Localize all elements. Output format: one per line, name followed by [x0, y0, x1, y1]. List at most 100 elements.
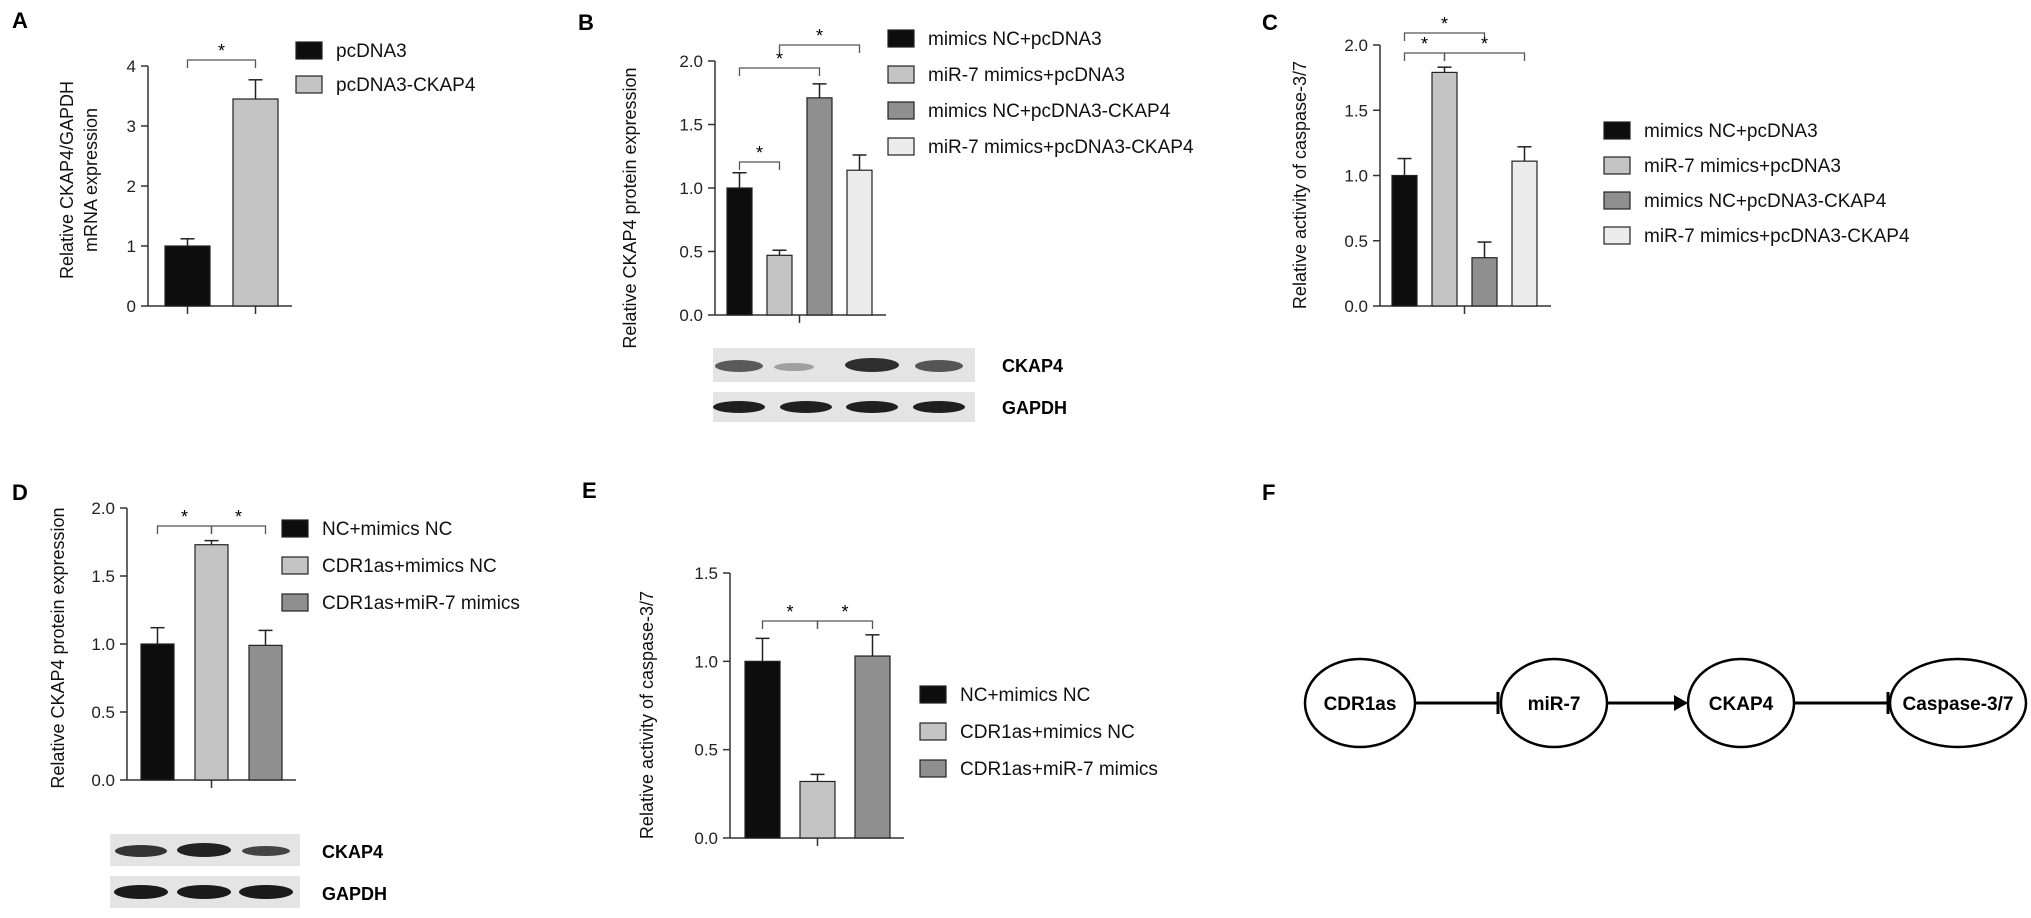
chart-panel-e: 0.0 0.5 1.0 1.5 Relative activity of caspase…	[637, 564, 1158, 848]
significance-label: *	[1421, 34, 1428, 54]
legend-swatch	[1603, 121, 1631, 140]
significance-bracket	[761, 620, 819, 629]
blot-band	[177, 843, 231, 857]
significance-label: *	[218, 41, 225, 61]
legend-label: mimics NC+pcDNA3	[1644, 121, 1818, 142]
y-tick-label: 0.5	[1344, 232, 1368, 251]
y-tick-label: 0.0	[1344, 297, 1368, 316]
legend-label: miR-7 mimics+pcDNA3	[1644, 156, 1841, 177]
significance-label: *	[1481, 34, 1488, 54]
bar	[1431, 71, 1458, 307]
y-axis-label: Relative activity of caspase-3/7	[637, 591, 657, 839]
significance-bracket	[1443, 52, 1526, 61]
legend-swatch	[919, 759, 947, 778]
legend-label: miR-7 mimics+pcDNA3	[928, 65, 1125, 86]
significance-bracket	[1403, 52, 1446, 61]
legend-swatch	[281, 556, 309, 575]
blot-label-ckap4: CKAP4	[322, 842, 383, 862]
legend-label: mimics NC+pcDNA3-CKAP4	[1644, 191, 1887, 212]
y-axis-label: Relative CKAP4 protein expression	[48, 507, 68, 788]
significance-bracket	[816, 620, 874, 629]
bar	[1511, 160, 1538, 307]
legend-label: pcDNA3	[336, 41, 407, 62]
panel-label-a: A	[12, 8, 28, 33]
significance-label: *	[756, 143, 763, 163]
significance-bracket	[186, 59, 257, 68]
y-axis-label: Relative CKAP4/GAPDH mRNA expression	[57, 81, 101, 279]
significance-label: *	[816, 26, 823, 46]
y-tick-label: 0.5	[679, 243, 703, 262]
y-tick-label: 0.0	[694, 829, 718, 848]
bar	[726, 187, 753, 316]
y-tick-label: 0.0	[91, 771, 115, 790]
y-tick-label: 0.5	[694, 741, 718, 760]
significance-label: *	[786, 602, 793, 622]
significance-bracket	[738, 67, 821, 76]
legend-label: CDR1as+miR-7 mimics	[960, 759, 1158, 780]
legend-label: pcDNA3-CKAP4	[336, 75, 476, 96]
y-tick-label: 1.5	[694, 564, 718, 583]
legend-swatch	[887, 29, 915, 48]
chart-panel-a: 0 1 2 3 4 Relative CKAP4/GAPDH mRNA expression…	[57, 41, 476, 316]
blot-band	[239, 885, 293, 899]
y-tick-label: 1.5	[679, 116, 703, 135]
bar	[232, 98, 279, 307]
legend-label: mimics NC+pcDNA3	[928, 29, 1102, 50]
blot-label-gapdh: GAPDH	[1002, 398, 1067, 418]
arrowhead-icon	[1674, 695, 1688, 711]
panel-label-c: C	[1262, 10, 1278, 35]
blot-band	[774, 363, 814, 371]
blot-band	[177, 885, 231, 899]
bar	[140, 643, 175, 781]
western-blot-d: CKAP4 GAPDH	[110, 834, 387, 908]
blot-band	[242, 846, 290, 856]
bar	[164, 245, 211, 307]
legend-label: NC+mimics NC	[960, 685, 1090, 706]
panel-label-b: B	[578, 10, 594, 35]
panel-label-f: F	[1262, 480, 1275, 505]
node-cdr1as-label: CDR1as	[1324, 694, 1397, 715]
legend-swatch	[1603, 191, 1631, 210]
legend-swatch	[1603, 226, 1631, 245]
bar	[744, 660, 781, 839]
bar	[854, 655, 891, 839]
blot-band	[780, 401, 832, 413]
bar	[806, 97, 833, 316]
chart-panel-c: 0.0 0.5 1.0 1.5 2.0 Relative activity of casp…	[1290, 14, 1910, 316]
bar	[1471, 257, 1498, 307]
bar	[1391, 174, 1418, 307]
western-blot-b: CKAP4 GAPDH	[713, 348, 1067, 422]
bar	[846, 169, 873, 316]
significance-label: *	[841, 602, 848, 622]
y-tick-label: 1	[127, 237, 136, 256]
node-mir7-label: miR-7	[1528, 694, 1581, 715]
blot-label-ckap4: CKAP4	[1002, 356, 1063, 376]
y-tick-label: 1.0	[1344, 167, 1368, 186]
panel-label-e: E	[582, 478, 597, 503]
legend-swatch	[887, 137, 915, 156]
legend-swatch	[919, 722, 947, 741]
legend-swatch	[887, 101, 915, 120]
blot-band	[846, 401, 898, 413]
blot-band	[845, 358, 899, 372]
significance-bracket	[210, 525, 267, 534]
legend-label: CDR1as+mimics NC	[960, 722, 1135, 743]
y-tick-label: 2	[127, 177, 136, 196]
legend-label: miR-7 mimics+pcDNA3-CKAP4	[928, 137, 1194, 158]
legend-swatch	[887, 65, 915, 84]
bar	[766, 254, 793, 316]
blot-band	[713, 401, 765, 413]
significance-label: *	[776, 49, 783, 69]
y-axis-label-line: mRNA expression	[81, 108, 101, 252]
significance-bracket	[156, 525, 213, 534]
y-tick-label: 1.5	[1344, 101, 1368, 120]
legend-label: CDR1as+mimics NC	[322, 556, 497, 577]
y-axis-label: Relative activity of caspase-3/7	[1290, 61, 1310, 309]
legend-swatch	[1603, 156, 1631, 175]
significance-bracket	[738, 161, 781, 170]
legend-label: NC+mimics NC	[322, 519, 452, 540]
blot-band	[715, 360, 763, 372]
blot-band	[114, 885, 168, 899]
y-tick-label: 0.5	[91, 703, 115, 722]
